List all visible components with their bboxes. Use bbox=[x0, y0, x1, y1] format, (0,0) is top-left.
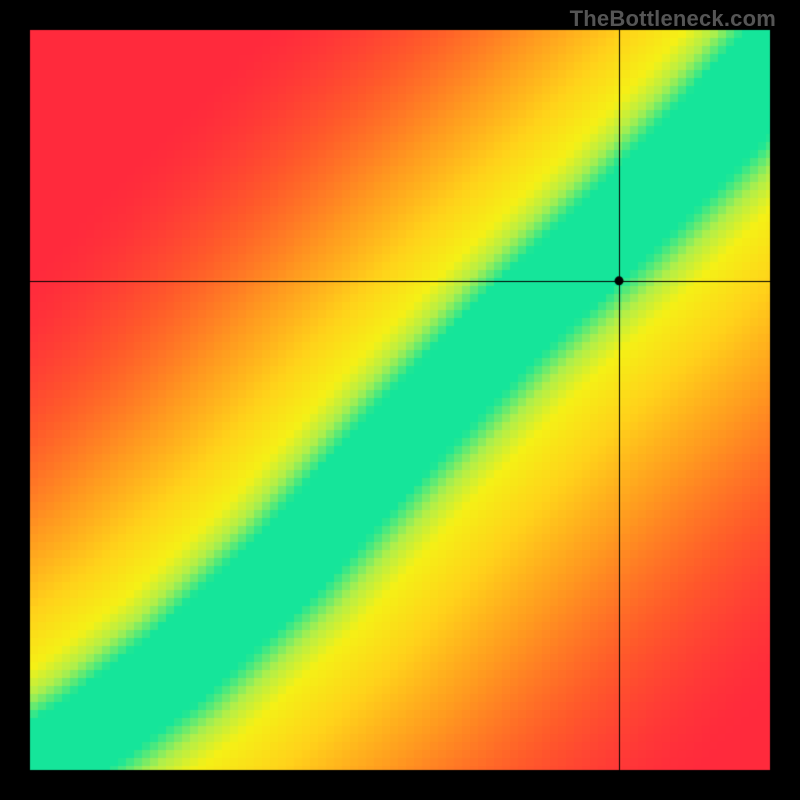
chart-container: TheBottleneck.com bbox=[0, 0, 800, 800]
watermark-label: TheBottleneck.com bbox=[570, 6, 776, 32]
bottleneck-heatmap bbox=[0, 0, 800, 800]
